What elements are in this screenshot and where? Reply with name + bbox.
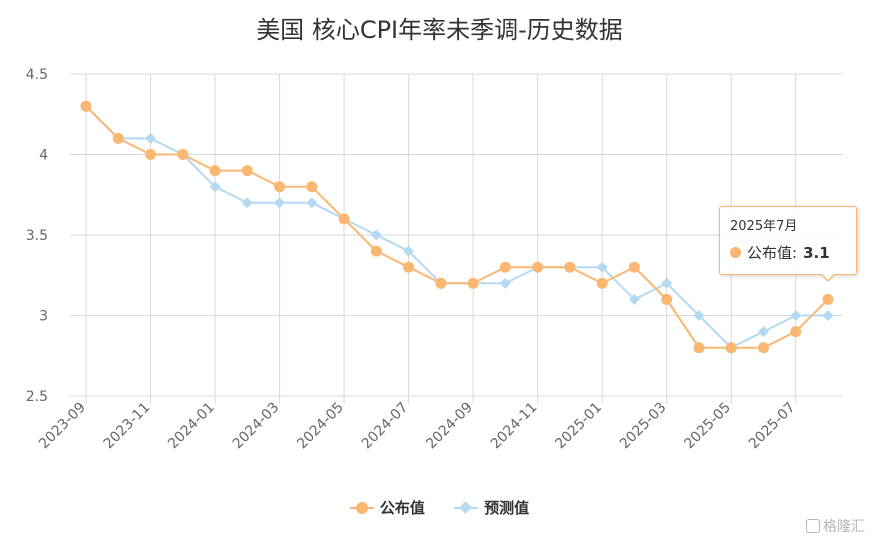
diamond-marker-icon	[454, 500, 479, 515]
chart-title: 美国 核心CPI年率未季调-历史数据	[256, 16, 623, 44]
x-tick-label: 2024-01	[165, 400, 218, 453]
y-tick-label: 3	[39, 309, 48, 325]
y-tick-label: 2.5	[26, 389, 48, 405]
data-point[interactable]	[274, 181, 286, 193]
data-point[interactable]	[370, 229, 382, 241]
y-tick-label: 4	[39, 148, 48, 164]
tooltip-date: 2025年7月	[730, 219, 798, 234]
watermark-text: 格隆汇	[823, 519, 865, 535]
data-point[interactable]	[306, 197, 318, 209]
watermark: 格隆汇	[806, 516, 865, 536]
x-tick-label: 2025-01	[552, 400, 605, 453]
data-point[interactable]	[790, 326, 802, 338]
series-layer	[80, 100, 834, 354]
data-point[interactable]	[306, 181, 318, 193]
data-point[interactable]	[790, 310, 802, 321]
x-tick-label: 2023-09	[36, 400, 89, 453]
data-point[interactable]	[693, 342, 705, 354]
data-point[interactable]	[757, 342, 769, 354]
circle-marker-icon	[349, 501, 374, 515]
data-point[interactable]	[596, 277, 608, 289]
data-point[interactable]	[112, 132, 124, 144]
series-line	[85, 105, 828, 349]
x-tick-label: 2025-07	[746, 400, 799, 453]
data-point[interactable]	[628, 293, 640, 305]
data-point[interactable]	[467, 277, 479, 289]
tooltip-series-label: 公布值:	[747, 244, 798, 262]
legend-item-forecast[interactable]: 预测值	[454, 497, 529, 518]
data-point[interactable]	[435, 277, 447, 289]
data-point[interactable]	[564, 261, 576, 273]
tooltip-value: 3.1	[803, 243, 830, 262]
y-tick-label: 3.5	[26, 228, 48, 244]
data-point[interactable]	[661, 277, 673, 289]
data-point[interactable]	[241, 197, 253, 209]
data-point[interactable]	[822, 310, 834, 321]
data-point[interactable]	[757, 326, 769, 338]
x-tick-label: 2024-03	[230, 400, 283, 453]
x-axis-ticks: 2023-09 2023-11 2024-01 2024-03 2024-05 2024-…	[36, 400, 798, 453]
data-point[interactable]	[274, 197, 286, 209]
legend-label-published: 公布值	[379, 499, 425, 517]
series-published	[80, 100, 834, 354]
data-point[interactable]	[693, 310, 705, 321]
data-point[interactable]	[661, 293, 673, 305]
data-point[interactable]	[370, 245, 382, 257]
legend: 公布值 预测值	[0, 497, 879, 519]
x-tick-label: 2024-09	[423, 400, 476, 453]
data-point[interactable]	[209, 181, 221, 193]
x-tick-label: 2023-11	[101, 400, 154, 453]
x-tick-label: 2025-03	[617, 400, 670, 453]
data-point[interactable]	[145, 149, 157, 160]
data-point[interactable]	[145, 132, 157, 144]
data-point[interactable]	[209, 165, 221, 177]
data-point[interactable]	[499, 277, 511, 289]
data-point[interactable]	[241, 165, 253, 177]
x-tick-label: 2025-05	[681, 400, 734, 453]
tooltip-pointer	[820, 273, 836, 282]
legend-item-published[interactable]: 公布值	[349, 497, 425, 518]
x-tick-label: 2024-11	[488, 400, 541, 453]
data-point[interactable]	[403, 245, 415, 257]
data-point[interactable]	[628, 261, 640, 273]
x-tick-label: 2024-07	[359, 400, 412, 453]
data-point[interactable]	[725, 342, 737, 354]
data-point[interactable]	[80, 100, 92, 112]
tooltip-series-dot	[730, 247, 741, 258]
data-point[interactable]	[596, 261, 608, 273]
legend-label-forecast: 预测值	[484, 499, 530, 517]
x-tick-label: 2024-05	[294, 400, 347, 453]
y-axis-ticks: 2.5 3 3.5 4 4.5	[26, 67, 48, 405]
data-point[interactable]	[403, 261, 415, 273]
data-point[interactable]	[338, 213, 350, 225]
data-point[interactable]	[532, 261, 544, 273]
data-point[interactable]	[177, 149, 189, 160]
data-point[interactable]	[499, 261, 511, 273]
watermark-logo-icon	[806, 519, 820, 533]
tooltip: 2025年7月 公布值: 3.1	[719, 206, 857, 275]
series-line	[85, 105, 829, 349]
grid-lines	[70, 73, 843, 404]
data-point[interactable]	[822, 293, 834, 305]
y-tick-label: 4.5	[26, 67, 48, 83]
